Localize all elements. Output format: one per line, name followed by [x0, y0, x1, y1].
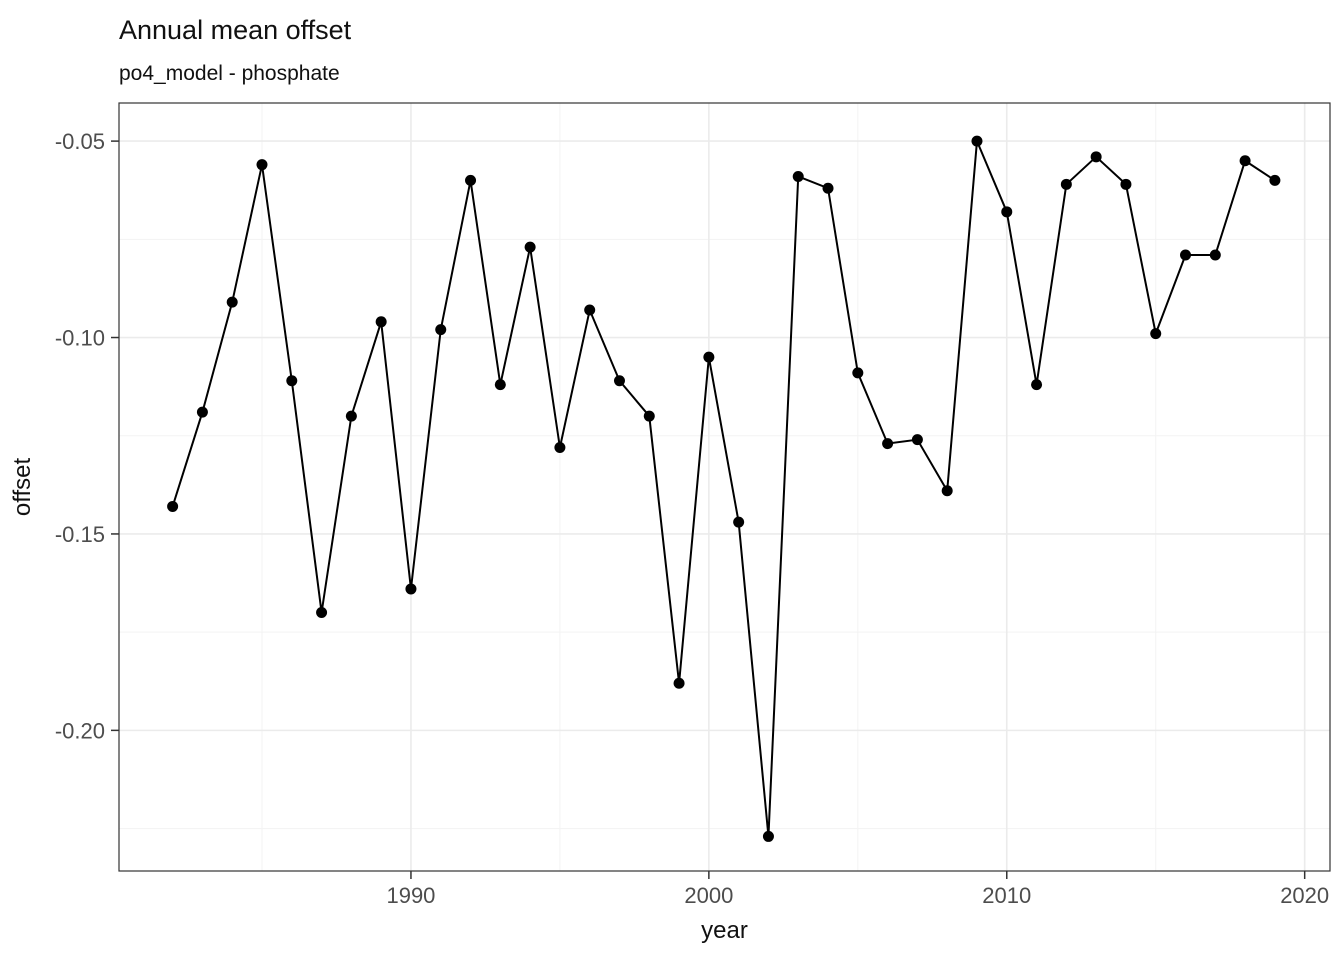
data-point [465, 174, 477, 186]
series-line [171, 140, 1276, 837]
x-tick-label: 1990 [386, 883, 435, 908]
data-point [316, 607, 328, 619]
data-point [1209, 249, 1221, 261]
panel-background [119, 103, 1330, 871]
data-point [405, 583, 417, 595]
data-point [673, 677, 685, 689]
data-point [226, 296, 238, 308]
data-point [941, 485, 953, 497]
data-point [167, 500, 179, 512]
data-point [1180, 249, 1192, 261]
panel-border [118, 102, 1331, 872]
data-point [1150, 328, 1162, 340]
data-point [613, 375, 625, 387]
data-point [1060, 178, 1072, 190]
y-tick-label: -0.20 [55, 718, 105, 743]
data-point [1120, 178, 1132, 190]
x-tick-label: 2010 [982, 883, 1031, 908]
data-point [1031, 379, 1043, 391]
data-point [822, 182, 834, 194]
data-point [584, 304, 596, 316]
data-point [435, 324, 447, 336]
data-point [762, 830, 774, 842]
x-tick-label: 2000 [684, 883, 733, 908]
x-axis-title: year [701, 917, 748, 944]
data-point [196, 406, 208, 418]
data-point [375, 316, 387, 328]
chart-title: Annual mean offset [119, 15, 352, 45]
y-axis-title: offset [9, 458, 36, 517]
data-point [345, 410, 357, 422]
y-tick-label: -0.15 [55, 522, 105, 547]
data-point [733, 516, 745, 528]
data-point [1269, 174, 1281, 186]
data-point [494, 379, 506, 391]
data-point [1090, 151, 1102, 163]
data-point [703, 351, 715, 363]
data-point [286, 375, 298, 387]
data-point [971, 135, 983, 147]
data-point [256, 159, 268, 171]
x-tick-label: 2020 [1280, 883, 1329, 908]
y-tick-label: -0.05 [55, 129, 105, 154]
data-point [554, 442, 566, 454]
data-point [792, 170, 804, 182]
data-point [524, 241, 536, 253]
y-tick-label: -0.10 [55, 326, 105, 351]
data-point [643, 410, 655, 422]
data-point [1001, 206, 1013, 218]
data-point [911, 434, 923, 446]
data-point [852, 367, 864, 379]
chart-subtitle: po4_model - phosphate [119, 62, 340, 85]
data-point [882, 438, 894, 450]
data-point [1239, 155, 1251, 167]
